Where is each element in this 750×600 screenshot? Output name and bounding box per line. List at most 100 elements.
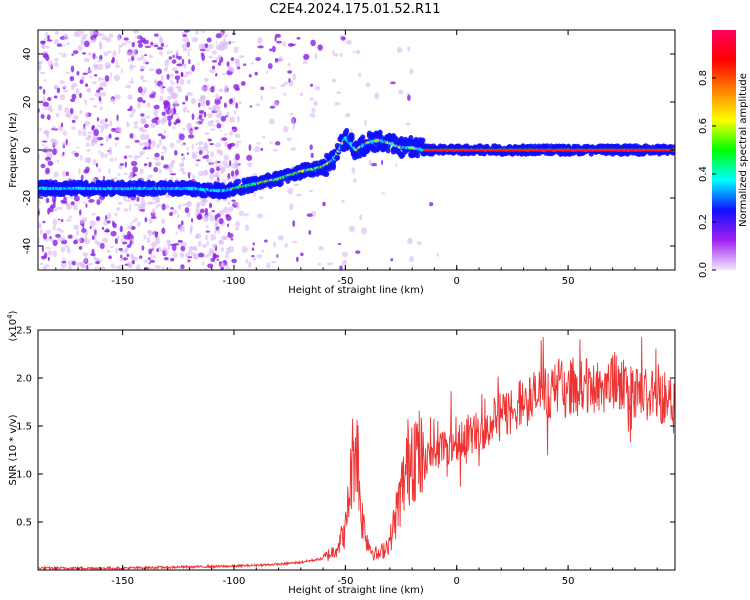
heatmap-cell — [133, 121, 139, 125]
heatmap-cell — [60, 219, 64, 222]
heatmap-cell — [125, 199, 132, 203]
heatmap-cell — [59, 94, 66, 101]
heatmap-cell — [200, 94, 204, 100]
heatmap-cell — [267, 63, 273, 70]
heatmap-cell — [286, 137, 292, 142]
heatmap-cell — [81, 228, 87, 233]
heatmap-cell — [99, 55, 103, 61]
heatmap-cell — [147, 102, 151, 108]
heatmap-cell — [211, 65, 216, 70]
heatmap-cell — [116, 206, 120, 212]
heatmap-cell — [222, 179, 226, 183]
heatmap-cell — [68, 265, 72, 270]
heatmap-cell — [234, 169, 239, 176]
heatmap-cell — [269, 86, 276, 90]
heatmap-cell — [100, 77, 105, 81]
heatmap-cell — [416, 241, 422, 246]
heatmap-cell — [106, 249, 111, 254]
heatmap-cell — [169, 173, 177, 176]
heatmap-cell — [116, 59, 119, 66]
heatmap-cell — [186, 41, 191, 48]
heatmap-cell — [156, 203, 162, 207]
heatmap-cell — [233, 46, 240, 50]
heatmap-cell — [309, 97, 315, 101]
heatmap-cell — [130, 160, 138, 167]
heatmap-cell — [182, 34, 187, 37]
heatmap-cell — [218, 217, 224, 225]
heatmap-cell — [108, 168, 111, 175]
heatmap-cell — [137, 40, 143, 44]
heatmap-cell — [74, 152, 79, 158]
heatmap-cell — [261, 249, 265, 253]
heatmap-cell — [219, 129, 222, 132]
heatmap-cell — [117, 33, 121, 40]
heatmap-cell — [65, 71, 71, 74]
heatmap-cell — [150, 147, 154, 150]
heatmap-cell — [186, 122, 193, 130]
heatmap-cell — [69, 76, 75, 82]
heatmap-cell — [287, 70, 293, 74]
heatmap-cell — [259, 196, 264, 200]
heatmap-cell — [243, 213, 249, 217]
heatmap-cell — [64, 107, 70, 114]
heatmap-cell — [141, 245, 145, 251]
heatmap-cell — [284, 242, 288, 248]
heatmap-cell — [164, 167, 171, 171]
heatmap-cell — [49, 237, 54, 242]
heatmap-cell — [101, 35, 108, 41]
heatmap-cell — [45, 167, 51, 175]
heatmap-cell — [209, 214, 215, 222]
heatmap-cell — [85, 142, 91, 147]
heatmap-cell — [173, 121, 178, 125]
heatmap-cell — [341, 199, 345, 204]
heatmap-cell — [96, 89, 101, 93]
heatmap-cell — [110, 230, 117, 237]
heatmap-cell — [59, 128, 64, 132]
heatmap-cell — [62, 44, 66, 47]
heatmap-cell — [175, 70, 179, 74]
heatmap-cell — [38, 153, 41, 160]
heatmap-cell — [175, 119, 181, 124]
heatmap-cell — [390, 258, 394, 262]
heatmap-cell — [148, 161, 152, 168]
heatmap-cell — [103, 153, 108, 159]
heatmap-cell — [235, 178, 242, 185]
heatmap-cell — [191, 113, 195, 120]
heatmap-cell — [219, 239, 223, 245]
spectrogram-heatmap — [38, 30, 675, 270]
heatmap-cell — [94, 55, 98, 59]
heatmap-cell — [75, 88, 80, 95]
heatmap-cell — [82, 52, 87, 55]
heatmap-cell — [238, 101, 242, 105]
heatmap-cell — [207, 263, 214, 269]
heatmap-cell — [55, 233, 61, 238]
heatmap-cell — [70, 65, 75, 73]
heatmap-cell — [208, 87, 211, 92]
heatmap-cell — [47, 34, 50, 41]
heatmap-cell — [291, 240, 298, 244]
heatmap-cell — [114, 157, 117, 162]
heatmap-cell — [104, 218, 108, 223]
heatmap-cell — [167, 240, 171, 248]
heatmap-cell — [60, 122, 64, 128]
spectrogram-x-tick-label: -100 — [223, 276, 246, 287]
heatmap-cell — [139, 209, 146, 212]
heatmap-cell — [66, 204, 72, 211]
heatmap-cell — [169, 73, 175, 77]
heatmap-cell — [143, 163, 148, 167]
heatmap-cell — [123, 172, 128, 176]
heatmap-cell — [80, 174, 84, 181]
heatmap-cell — [75, 230, 80, 236]
heatmap-cell — [274, 141, 281, 146]
heatmap-cell — [90, 253, 96, 257]
heatmap-cell — [153, 156, 160, 161]
heatmap-cell — [223, 154, 230, 161]
heatmap-cell — [203, 111, 207, 118]
heatmap-cell — [156, 46, 164, 50]
heatmap-cell — [126, 226, 133, 230]
heatmap-cell — [53, 128, 59, 131]
heatmap-cell — [213, 254, 220, 259]
spectrogram-y-tick-label: -20 — [22, 190, 33, 206]
heatmap-cell — [420, 137, 426, 144]
heatmap-cell — [115, 64, 121, 69]
